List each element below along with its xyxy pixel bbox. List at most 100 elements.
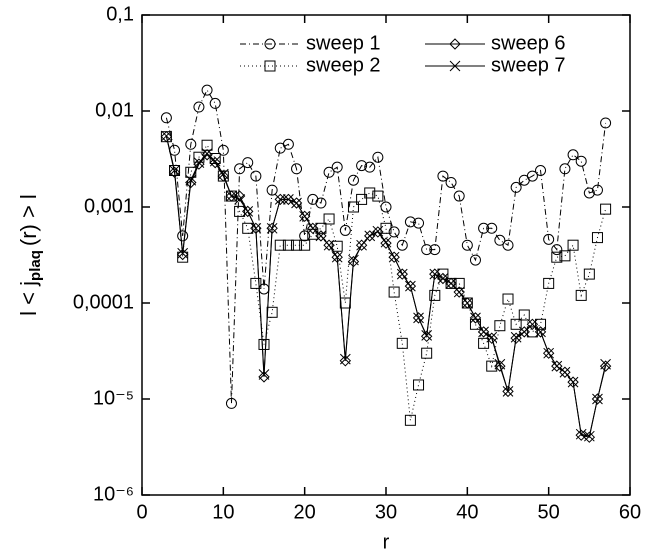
data-point [372,226,384,238]
data-point [348,254,359,266]
data-point [331,251,343,263]
data-point [161,130,172,142]
data-point [388,251,400,263]
data-point [291,163,303,175]
y-label-rest: (r) > l [16,194,41,246]
data-point [323,213,335,225]
data-point [315,222,327,234]
data-point [209,155,221,167]
data-point [518,326,530,338]
data-point [429,289,441,301]
data-point [250,277,262,289]
data-point [234,163,246,175]
data-point [461,239,473,251]
data-point [233,190,246,202]
data-point [510,331,522,343]
data-point [413,217,425,229]
data-point [372,225,384,237]
data-point [412,312,425,324]
data-point [396,268,408,280]
data-point [575,155,587,167]
data-point [559,366,571,378]
data-point [323,166,335,178]
data-point [388,286,400,298]
x-tick-label: 10 [212,501,234,523]
data-point [543,277,555,289]
data-point [193,157,205,168]
data-point [445,176,457,188]
data-point [526,170,538,182]
data-point [168,166,181,178]
x-tick-label: 60 [619,501,641,523]
data-point [478,337,490,349]
data-point [209,156,221,169]
data-point [331,240,343,252]
data-point [494,360,506,372]
data-point [405,280,416,292]
y-tick-label: 0,0001 [73,291,134,313]
data-point [339,224,351,236]
data-point [201,149,213,161]
data-point [217,170,230,182]
data-point [421,347,433,359]
data-point [372,151,384,163]
data-point [469,254,481,266]
data-point [185,174,197,186]
data-point [494,234,506,246]
data-point [477,326,490,338]
data-point [469,312,482,324]
data-point [169,165,180,176]
data-point [201,84,213,96]
data-point [396,337,408,349]
data-point [347,201,359,213]
series-line [165,136,607,421]
data-point [453,286,465,298]
data-point [551,251,563,263]
legend-label: sweep 6 [491,32,566,54]
y-axis-label: l < jplaq (r) > l [16,194,44,316]
data-point [413,312,424,324]
data-point [291,197,302,209]
data-point [534,326,547,338]
data-point [567,376,579,388]
data-point [429,268,441,280]
data-point [364,230,376,242]
data-point [266,222,278,234]
data-point [502,293,514,305]
data-point [388,226,400,238]
series-line [165,89,607,404]
data-point [274,193,286,206]
data-point [551,360,563,372]
data-point [242,205,254,218]
data-point [535,326,546,338]
data-point [283,194,294,205]
data-point [250,222,262,234]
data-point [478,222,490,234]
data-point [307,222,319,235]
data-point [453,277,465,289]
data-point [437,170,449,182]
data-point [396,268,408,280]
data-point [404,216,416,228]
data-point [543,233,555,245]
data-point [258,338,270,350]
data-point [421,330,433,341]
data-point [347,174,359,186]
data-point [591,232,603,244]
data-point [315,230,327,242]
data-point [510,181,522,193]
data-point [469,318,481,330]
data-point [388,251,400,263]
data-point [217,144,229,156]
data-point [234,205,246,217]
data-point [323,239,335,251]
data-point [339,355,352,367]
data-point [339,353,351,365]
data-point [242,222,254,234]
data-point [559,163,571,175]
data-point [502,239,514,251]
x-tick-label: 30 [375,501,397,523]
data-point [364,161,376,173]
data-point [575,429,587,441]
